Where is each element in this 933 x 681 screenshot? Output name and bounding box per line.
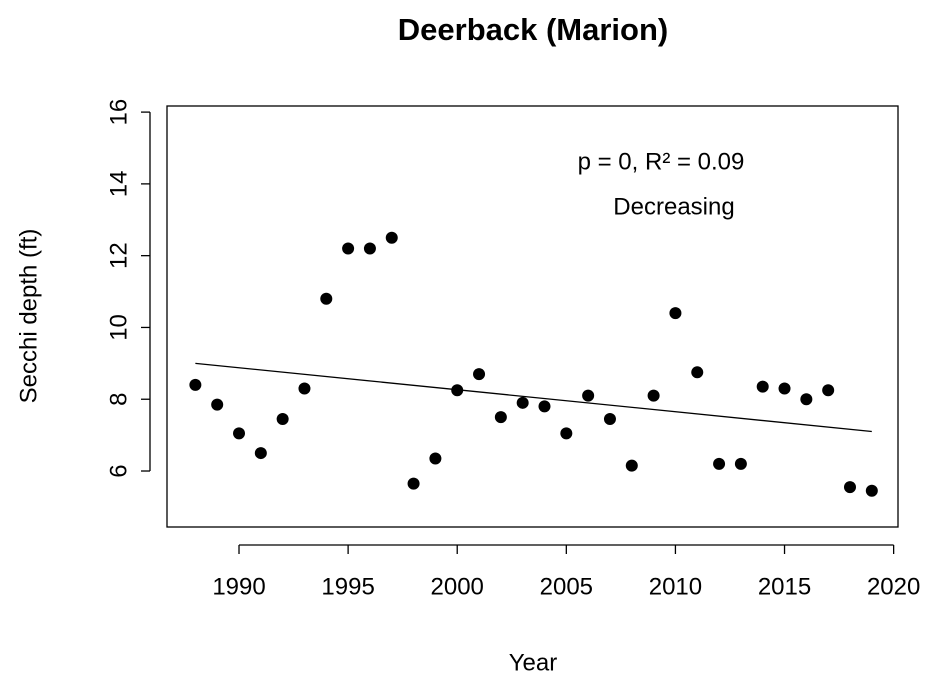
x-tick-label: 2000: [431, 573, 484, 600]
data-point: [734, 457, 747, 470]
x-axis-label: Year: [509, 649, 558, 676]
data-point: [276, 412, 289, 425]
y-axis-label: Secchi depth (ft): [15, 229, 42, 404]
chart-title: Deerback (Marion): [398, 12, 668, 47]
x-tick-label: 1990: [212, 573, 265, 600]
data-point: [342, 242, 355, 255]
data-point: [669, 307, 682, 320]
data-point: [320, 292, 333, 305]
data-point: [189, 378, 202, 391]
data-point: [560, 427, 573, 440]
data-point: [429, 452, 442, 465]
data-point: [233, 427, 246, 440]
data-point: [625, 459, 638, 472]
data-point: [407, 477, 420, 490]
y-tick-label: 12: [105, 242, 132, 269]
x-tick-label: 2020: [867, 573, 920, 600]
annotation: p = 0, R² = 0.09: [578, 148, 745, 175]
data-point: [363, 242, 376, 255]
y-tick-label: 6: [105, 464, 132, 477]
data-point: [800, 393, 813, 406]
y-tick-label: 16: [105, 99, 132, 126]
x-tick-label: 2010: [649, 573, 702, 600]
data-point: [756, 380, 769, 393]
y-tick-label: 14: [105, 171, 132, 198]
data-point: [603, 412, 616, 425]
data-point: [582, 389, 595, 402]
annotation: Decreasing: [613, 193, 734, 220]
data-point: [713, 457, 726, 470]
plot-frame: [166, 105, 899, 528]
x-tick-label: 2015: [758, 573, 811, 600]
trend-line: [195, 362, 872, 433]
data-point: [494, 411, 507, 424]
data-point: [865, 484, 878, 497]
data-point: [691, 366, 704, 379]
data-point: [647, 389, 660, 402]
data-point: [516, 396, 529, 409]
x-tick-label: 1995: [321, 573, 374, 600]
data-point: [778, 382, 791, 395]
data-point: [538, 400, 551, 413]
y-tick-label: 10: [105, 314, 132, 341]
x-tick-label: 2005: [540, 573, 593, 600]
data-point: [298, 382, 311, 395]
data-point: [451, 384, 464, 397]
data-point: [473, 368, 486, 381]
y-tick-label: 8: [105, 393, 132, 406]
data-point: [822, 384, 835, 397]
data-point: [254, 447, 267, 460]
data-point: [385, 231, 398, 244]
data-point: [843, 481, 856, 494]
data-point: [211, 398, 224, 411]
